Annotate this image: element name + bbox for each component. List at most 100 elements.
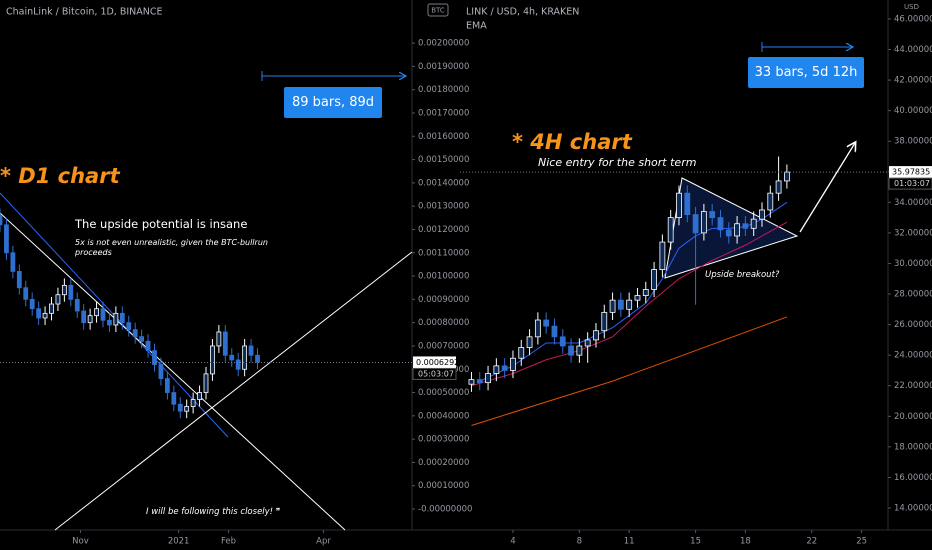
symbol-title: LINK / USD, 4h, KRAKEN	[466, 7, 579, 18]
measure-label: 33 bars, 5d 12h	[748, 57, 864, 88]
y-tick-label: 0.00160000	[418, 132, 469, 142]
candle-body	[203, 373, 209, 393]
x-tick-label: 11	[624, 537, 635, 547]
y-tick-label: 44.00000	[894, 45, 932, 55]
candle-body	[29, 298, 35, 310]
y-tick-label: 0.00140000	[418, 178, 469, 188]
candle-body	[68, 284, 74, 300]
candle-body	[559, 336, 566, 347]
x-tick-label: 4	[510, 537, 515, 547]
ema-line	[471, 316, 788, 426]
currency-label: USD	[904, 3, 919, 11]
last-price-label: 0.00062923	[416, 358, 464, 367]
currency-label: BTC	[431, 7, 445, 15]
candle-body	[94, 308, 99, 317]
y-tick-label: 0.00010000	[418, 481, 469, 491]
annotation-text: 5x is not even unrealistic, given the BT…	[75, 238, 268, 257]
candle-body	[197, 392, 202, 400]
candle-body	[119, 312, 125, 324]
candle-body	[222, 331, 228, 356]
annotation-text: I will be following this closely! ❞	[146, 507, 281, 517]
y-tick-label: 0.00090000	[418, 295, 469, 305]
candle-body	[601, 311, 608, 332]
candle-body	[184, 406, 190, 412]
candle-body	[734, 223, 740, 237]
y-tick-label: 20.00000	[894, 412, 932, 422]
candle-body	[510, 357, 516, 371]
candle-body	[87, 315, 93, 324]
candle-body	[235, 359, 241, 370]
annotation-heading: * D1 chart	[0, 164, 120, 188]
y-tick-label: 24.00000	[894, 351, 932, 361]
symbol-title: ChainLink / Bitcoin, 1D, BINANCE	[6, 7, 163, 18]
y-tick-label: 26.00000	[894, 320, 932, 330]
y-tick-label: 32.00000	[894, 228, 932, 238]
trendline	[0, 212, 346, 531]
y-tick-label: 0.00200000	[418, 39, 469, 49]
candle-body	[42, 312, 48, 319]
candle-body	[4, 224, 9, 254]
y-tick-label: 0.00170000	[418, 108, 469, 118]
candle-body	[593, 330, 599, 341]
candle-body	[709, 211, 716, 219]
candle-body	[476, 379, 483, 384]
candle-body	[775, 180, 782, 194]
x-tick-label: Feb	[221, 537, 236, 547]
candle-body	[100, 308, 106, 321]
y-tick-label: 0.00150000	[418, 155, 469, 165]
y-tick-label: 0.00100000	[418, 272, 469, 282]
candle-body	[759, 209, 765, 220]
candle-body	[684, 192, 691, 215]
candle-body	[107, 319, 112, 326]
candle-body	[468, 379, 475, 385]
x-tick-label: 15	[690, 537, 701, 547]
indicator-label: EMA	[466, 21, 487, 32]
y-tick-label: 0.00030000	[418, 435, 469, 445]
annotation-heading: * 4H chart	[512, 130, 632, 154]
countdown-label: 05:03:07	[418, 369, 454, 378]
y-tick-label: 0.00180000	[418, 85, 469, 95]
candle-body	[742, 223, 749, 229]
countdown-box	[412, 367, 457, 380]
candle-body	[139, 336, 145, 342]
y-tick-label: 38.00000	[894, 137, 932, 147]
y-tick-label: 0.00110000	[418, 248, 469, 258]
candle-body	[126, 322, 132, 331]
candle-body	[543, 319, 550, 327]
candle-body	[81, 310, 87, 324]
candle-body	[609, 299, 616, 313]
y-tick-label: 0.00040000	[418, 411, 469, 421]
candle-body	[676, 192, 682, 219]
candle-body	[23, 287, 29, 300]
candle-body	[242, 345, 248, 370]
x-tick-label: 18	[740, 537, 751, 547]
candle-body	[49, 303, 54, 314]
candle-body	[10, 252, 16, 272]
y-tick-label: -0.00000000	[418, 505, 472, 515]
candle-body	[750, 218, 757, 229]
candle-body	[534, 319, 541, 338]
candle-body	[584, 339, 591, 347]
candle-body	[0, 215, 3, 226]
candle-body	[659, 241, 666, 270]
annotation-text: The upside potential is insane	[75, 217, 248, 231]
candle-body	[61, 284, 67, 296]
candle-body	[518, 347, 525, 359]
y-tick-label: 34.00000	[894, 198, 932, 208]
candle-body	[551, 325, 558, 338]
x-tick-label: 2021	[168, 537, 190, 547]
y-tick-label: 40.00000	[894, 106, 932, 116]
candle-body	[177, 403, 183, 412]
ema-line	[471, 221, 788, 387]
y-tick-label: 14.00000	[894, 503, 932, 513]
candle-body	[158, 364, 164, 379]
x-tick-label: 8	[577, 537, 582, 547]
y-tick-label: 0.00070000	[418, 341, 469, 351]
candle-body	[229, 354, 235, 361]
y-tick-label: 28.00000	[894, 290, 932, 300]
y-tick-label: 42.00000	[894, 76, 932, 86]
candle-body	[36, 308, 42, 319]
y-tick-label: 22.00000	[894, 381, 932, 391]
candle-body	[190, 399, 196, 407]
